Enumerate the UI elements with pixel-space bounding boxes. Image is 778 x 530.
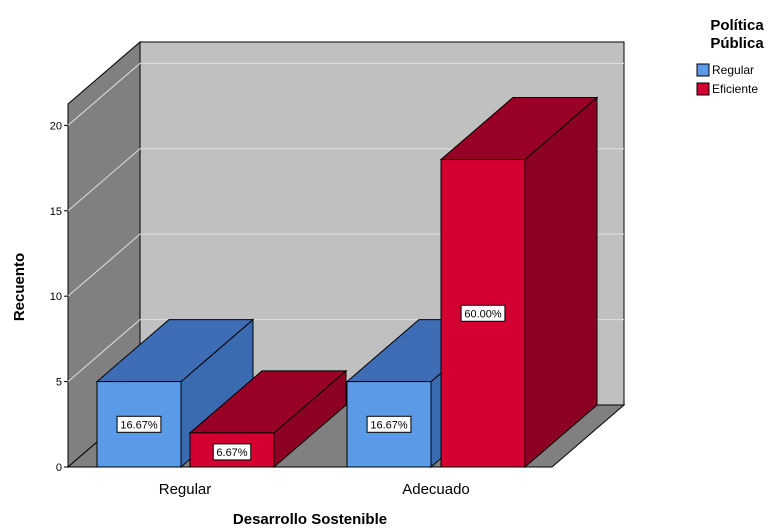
gridline [67,62,624,126]
y-tick-label: 15 [50,206,62,218]
bar-eficiente-adecuado: 60.00% [439,96,599,469]
legend-swatch-regular [696,63,710,77]
data-label: 16.67% [370,419,408,431]
data-label-box [116,415,162,433]
bar-eficiente-regular: 6.67% [188,369,348,469]
x-category-label: Regular [159,481,212,498]
bars: 16.67% 6.67% 16.67% 60.00% [95,96,599,469]
legend-label-eficiente: Eficiente [712,82,758,96]
y-tick-label: 10 [50,291,62,303]
data-label-box [212,443,252,461]
x-category-label: Adecuado [402,481,470,498]
data-label: 60.00% [464,308,502,320]
data-label: 16.67% [120,419,158,431]
legend-title-line-1: Política [710,17,764,34]
y-axis-ticks: 0 5 10 15 20 [50,120,68,474]
legend-label-regular: Regular [712,63,754,77]
legend-swatch-eficiente [696,82,710,96]
data-label: 6.67% [216,447,247,459]
bar-side-face [524,96,598,469]
legend-title-line-2: Pública [710,35,764,52]
data-label-box [366,415,412,433]
y-axis-title: Recuento [11,253,28,321]
y-tick-label: 5 [56,377,62,389]
data-label-box [460,304,506,322]
x-axis-categories: Regular Adecuado [159,481,470,498]
x-axis-title: Desarrollo Sostenible [233,511,387,528]
legend: Política Pública Regular Eficiente [696,17,764,96]
y-tick-label: 0 [56,462,62,474]
y-tick-label: 20 [50,120,62,132]
